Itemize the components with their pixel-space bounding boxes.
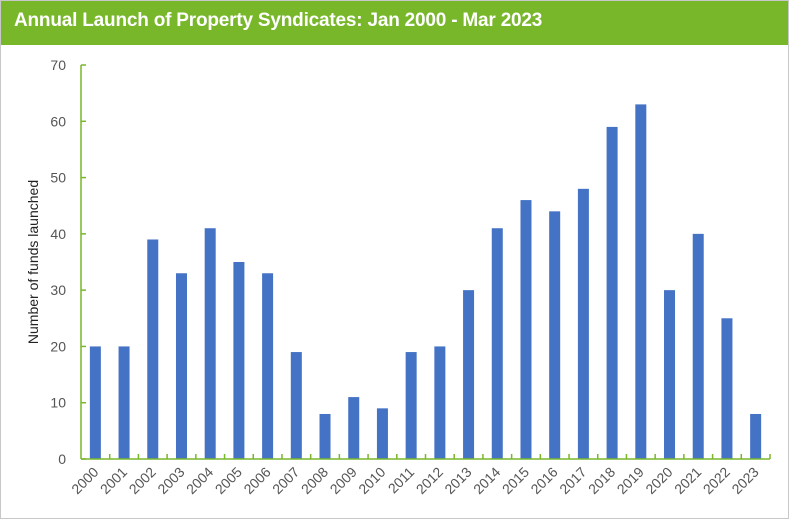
bar-2011 [405,352,417,459]
title-bar: Annual Launch of Property Syndicates: Ja… [1,1,788,45]
bar-2004 [204,228,216,459]
bar-2016 [549,211,561,459]
chart-title: Annual Launch of Property Syndicates: Ja… [14,10,543,31]
bar-2013 [463,290,475,459]
bar-2022 [721,318,733,459]
y-tick-label: 40 [50,226,66,242]
bar-2005 [233,262,245,459]
y-tick-label: 70 [50,57,66,73]
bar-2023 [750,413,762,459]
bar-2002 [147,239,159,459]
x-tick-label: 2017 [556,464,589,497]
x-tick-label: 2002 [126,464,159,497]
x-tick-label: 2014 [470,464,503,497]
x-tick-label: 2015 [499,464,532,497]
y-tick-label: 10 [50,395,66,411]
x-tick-label: 2013 [441,464,474,497]
bar-2021 [692,233,704,459]
bar-2003 [175,273,187,459]
bar-2000 [89,346,101,459]
x-tick-label: 2012 [413,464,446,497]
bar-2014 [491,228,503,459]
x-tick-label: 2021 [671,464,704,497]
bar-2010 [376,408,388,459]
x-tick-label: 2018 [585,464,618,497]
y-tick-label: 0 [58,451,66,467]
x-tick-label: 2008 [298,464,331,497]
x-tick-label: 2009 [327,464,360,497]
y-tick-label: 30 [50,282,66,298]
y-tick-label: 20 [50,338,66,354]
x-tick-label: 2007 [269,464,302,497]
x-tick-label: 2020 [642,464,675,497]
x-tick-label: 2005 [212,464,245,497]
y-tick-label: 60 [50,113,66,129]
y-tick-label: 50 [50,170,66,186]
bar-2001 [118,346,130,459]
bar-2009 [348,397,360,459]
bar-2006 [262,273,274,459]
x-tick-label: 2010 [355,464,388,497]
x-tick-label: 2001 [97,464,130,497]
x-tick-label: 2003 [154,464,187,497]
bar-2012 [434,346,446,459]
bar-2017 [577,188,589,460]
bar-2008 [319,413,331,459]
y-axis-label: Number of funds launched [25,180,41,344]
x-tick-label: 2000 [68,464,101,497]
bar-2019 [635,104,647,460]
x-tick-label: 2011 [385,464,418,497]
x-tick-label: 2022 [700,464,733,497]
bar-2007 [290,352,302,459]
bar-2018 [606,126,618,460]
bar-2020 [664,290,676,459]
x-tick-label: 2004 [183,464,216,497]
x-tick-label: 2016 [527,464,560,497]
x-tick-label: 2019 [614,464,647,497]
x-tick-label: 2006 [240,464,273,497]
bar-2015 [520,200,532,460]
x-tick-label: 2023 [728,464,761,497]
